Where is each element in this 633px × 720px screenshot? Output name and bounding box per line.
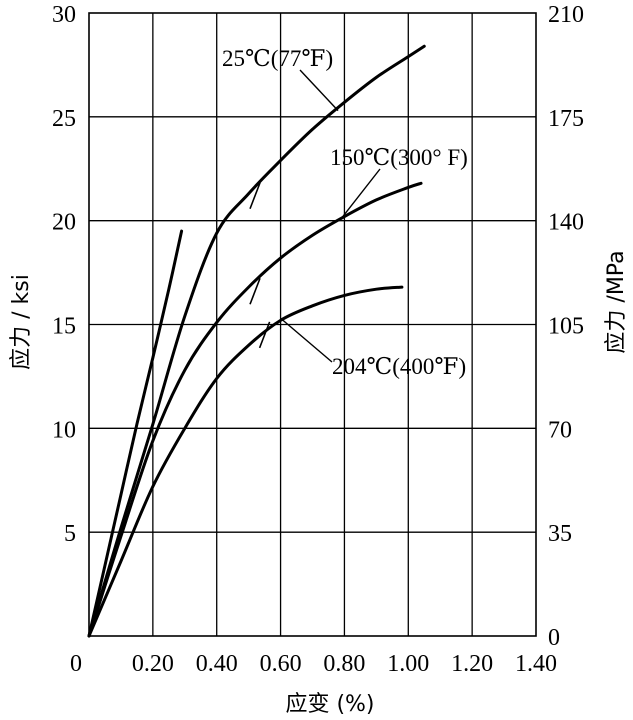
series-line-0 [87, 44, 426, 638]
slash-mark-1 [249, 277, 261, 305]
series-label-leader-1 [340, 168, 381, 220]
y-tick-label: 15 [52, 314, 76, 340]
x-axis-label: 应变 (%) [285, 692, 374, 717]
series-label-1: 150℃(300° F) [330, 145, 468, 170]
y-right-tick-label: 175 [548, 106, 584, 132]
y-tick-label: 30 [52, 2, 76, 28]
y-tick-label: 25 [52, 106, 76, 132]
series-label-leader-0 [299, 69, 339, 112]
slash-mark-0 [249, 182, 261, 210]
y-right-tick-label: 35 [548, 521, 572, 547]
x-tick-label: 1.20 [451, 651, 493, 677]
series-line-3 [87, 229, 184, 638]
x-tick-label: 0.40 [196, 651, 238, 677]
x-tick-label: 0.60 [260, 651, 302, 677]
x-tick-label: 1.40 [515, 651, 557, 677]
y-tick-label: 10 [52, 417, 76, 443]
series-line-1 [87, 181, 423, 638]
y-right-axis-label: 应力 /MPa [604, 250, 629, 353]
x-tick-label: 1.00 [387, 651, 429, 677]
y-right-tick-label: 105 [548, 314, 584, 340]
y-tick-label: 5 [64, 521, 76, 547]
series-label-leader-2 [280, 317, 333, 363]
x-tick-label: 0.20 [132, 651, 174, 677]
y-axis-label: 应力 / ksi [9, 274, 34, 370]
series-label-0: 25℃(77℉) [222, 46, 333, 71]
series-label-2: 204℃(400℉) [332, 354, 466, 379]
slash-mark-2 [258, 321, 271, 349]
x-tick-label: 0 [70, 651, 82, 677]
series-line-2 [87, 285, 404, 638]
y-right-tick-label: 70 [548, 417, 572, 443]
y-right-tick-label: 0 [548, 625, 560, 651]
y-tick-label: 20 [52, 210, 76, 236]
y-right-tick-label: 140 [548, 210, 584, 236]
x-tick-label: 0.80 [323, 651, 365, 677]
plot-frame [88, 12, 537, 637]
y-right-tick-label: 210 [548, 2, 584, 28]
